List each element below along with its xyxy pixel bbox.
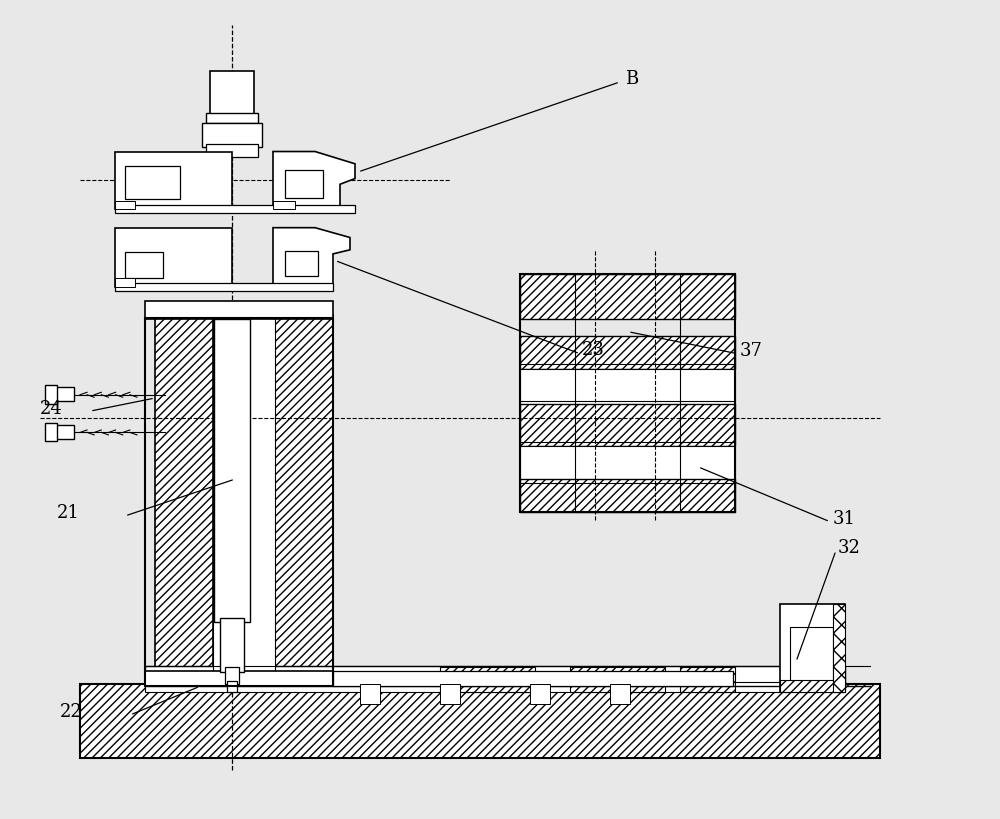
Bar bbox=[213, 315, 275, 684]
Bar bbox=[780, 604, 845, 692]
Bar bbox=[227, 681, 237, 692]
Bar bbox=[45, 423, 57, 441]
Polygon shape bbox=[273, 152, 355, 209]
Text: 31: 31 bbox=[833, 510, 856, 528]
Text: 22: 22 bbox=[60, 704, 83, 722]
Bar bbox=[520, 404, 735, 446]
Bar bbox=[115, 205, 355, 213]
Bar bbox=[155, 315, 213, 684]
Text: 23: 23 bbox=[582, 342, 605, 360]
Bar bbox=[790, 627, 833, 686]
Bar bbox=[575, 274, 680, 512]
Bar bbox=[333, 671, 733, 686]
Bar bbox=[570, 667, 665, 692]
Bar bbox=[115, 283, 333, 291]
Bar bbox=[202, 123, 262, 147]
Bar bbox=[610, 684, 630, 704]
Bar bbox=[115, 228, 232, 287]
Polygon shape bbox=[273, 201, 295, 209]
Bar bbox=[520, 369, 735, 405]
Bar bbox=[52, 425, 74, 439]
Bar bbox=[285, 251, 318, 276]
Text: 21: 21 bbox=[57, 505, 80, 523]
Bar bbox=[145, 318, 333, 686]
Bar bbox=[285, 170, 323, 198]
Bar bbox=[206, 113, 258, 123]
Polygon shape bbox=[115, 278, 135, 287]
Bar bbox=[520, 479, 735, 512]
Bar bbox=[833, 604, 845, 692]
Polygon shape bbox=[115, 201, 135, 209]
Text: 24: 24 bbox=[40, 400, 63, 418]
Bar bbox=[440, 667, 535, 692]
Bar bbox=[520, 446, 735, 487]
Text: 32: 32 bbox=[838, 539, 861, 557]
Bar bbox=[125, 166, 180, 199]
Bar bbox=[206, 144, 258, 157]
Bar bbox=[145, 301, 333, 319]
Text: 37: 37 bbox=[740, 342, 763, 360]
Bar bbox=[214, 319, 250, 622]
Bar bbox=[520, 274, 735, 319]
Bar bbox=[45, 385, 57, 404]
Bar bbox=[220, 618, 244, 672]
Bar bbox=[210, 71, 254, 116]
Bar bbox=[780, 680, 845, 692]
Bar bbox=[52, 387, 74, 401]
Bar bbox=[520, 274, 735, 512]
Bar bbox=[225, 667, 239, 684]
Bar bbox=[145, 682, 845, 692]
Text: B: B bbox=[625, 70, 638, 88]
Bar bbox=[115, 152, 232, 209]
Bar bbox=[440, 684, 460, 704]
Bar bbox=[530, 684, 550, 704]
Bar bbox=[145, 671, 333, 686]
Bar bbox=[80, 684, 880, 758]
Bar bbox=[680, 667, 735, 692]
Bar bbox=[145, 666, 845, 684]
Bar bbox=[360, 684, 380, 704]
Bar bbox=[520, 336, 735, 369]
Polygon shape bbox=[273, 228, 350, 287]
Bar bbox=[125, 252, 163, 278]
Bar bbox=[275, 315, 333, 684]
